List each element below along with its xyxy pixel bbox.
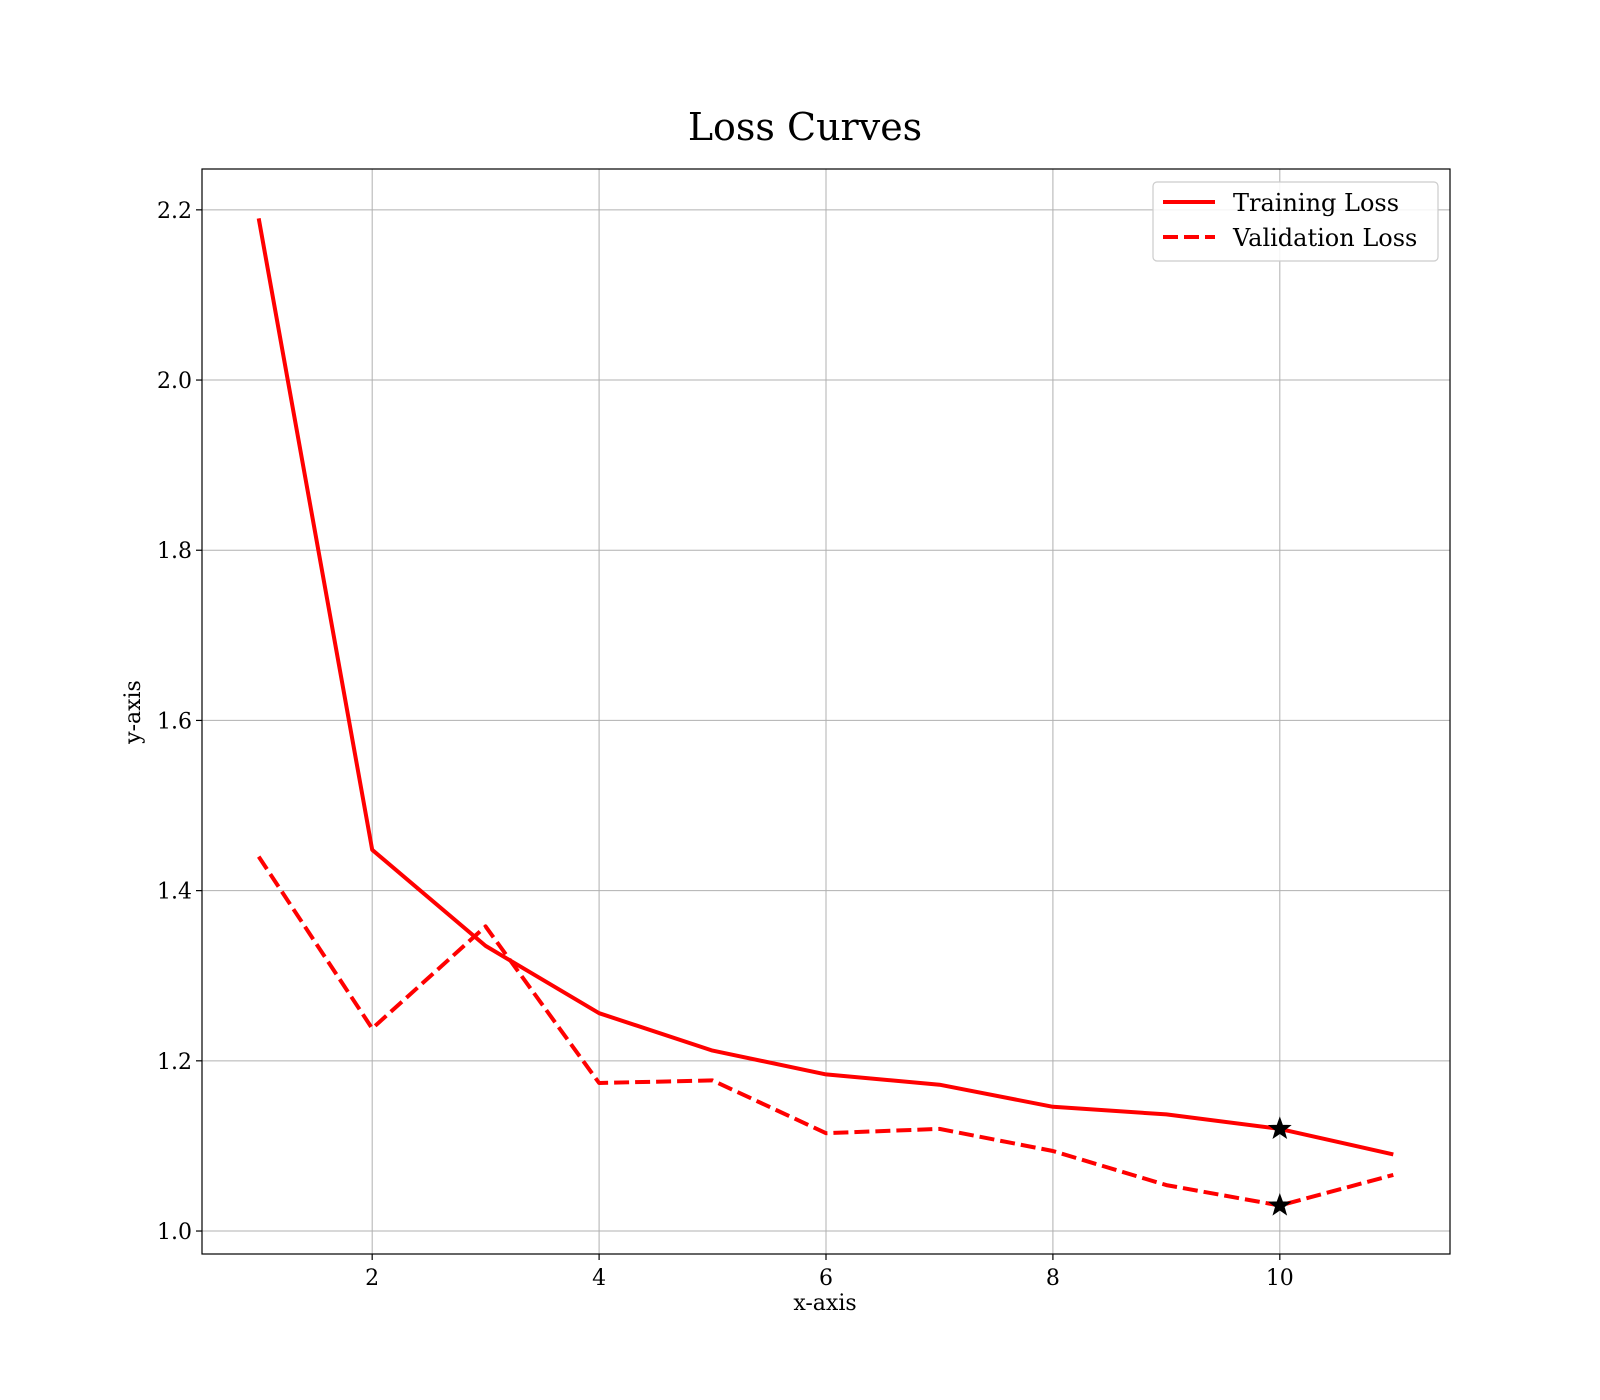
y-tick-label: 1.6 bbox=[157, 709, 192, 734]
series-line-training-loss bbox=[256, 218, 1394, 1157]
legend: Training Loss Validation Loss bbox=[1152, 181, 1439, 262]
star-marker-training-loss bbox=[1267, 1116, 1292, 1140]
y-tick-label: 1.8 bbox=[157, 539, 192, 564]
x-axis-label: x-axis bbox=[793, 1291, 856, 1316]
y-tick-label: 2.0 bbox=[157, 369, 192, 394]
x-tick-label: 4 bbox=[592, 1266, 606, 1291]
y-tick-label: 1.2 bbox=[157, 1050, 192, 1075]
series-line-validation-loss bbox=[257, 855, 1394, 1208]
star-marker-validation-loss bbox=[1267, 1193, 1292, 1216]
x-tick-label: 10 bbox=[1266, 1266, 1294, 1291]
marker-layer bbox=[1267, 1116, 1292, 1216]
legend-box bbox=[1152, 181, 1439, 262]
x-tick-label: 2 bbox=[365, 1266, 379, 1291]
x-tick-label: 8 bbox=[1046, 1266, 1060, 1291]
ticks: 2 4 6 8 10 1.0 1.2 1.4 1.6 1.8 2.0 2.2 bbox=[157, 199, 1294, 1291]
y-tick-label: 1.0 bbox=[157, 1220, 192, 1245]
chart-title: Loss Curves bbox=[688, 105, 922, 149]
x-tick-label: 6 bbox=[819, 1266, 833, 1291]
legend-label-validation-loss: Validation Loss bbox=[1232, 224, 1417, 252]
series-layer bbox=[256, 218, 1394, 1208]
y-axis-label: y-axis bbox=[121, 680, 146, 745]
grid bbox=[202, 169, 1450, 1254]
y-tick-label: 1.4 bbox=[157, 880, 192, 905]
legend-label-training-loss: Training Loss bbox=[1233, 189, 1399, 217]
y-tick-label: 2.2 bbox=[157, 199, 192, 224]
